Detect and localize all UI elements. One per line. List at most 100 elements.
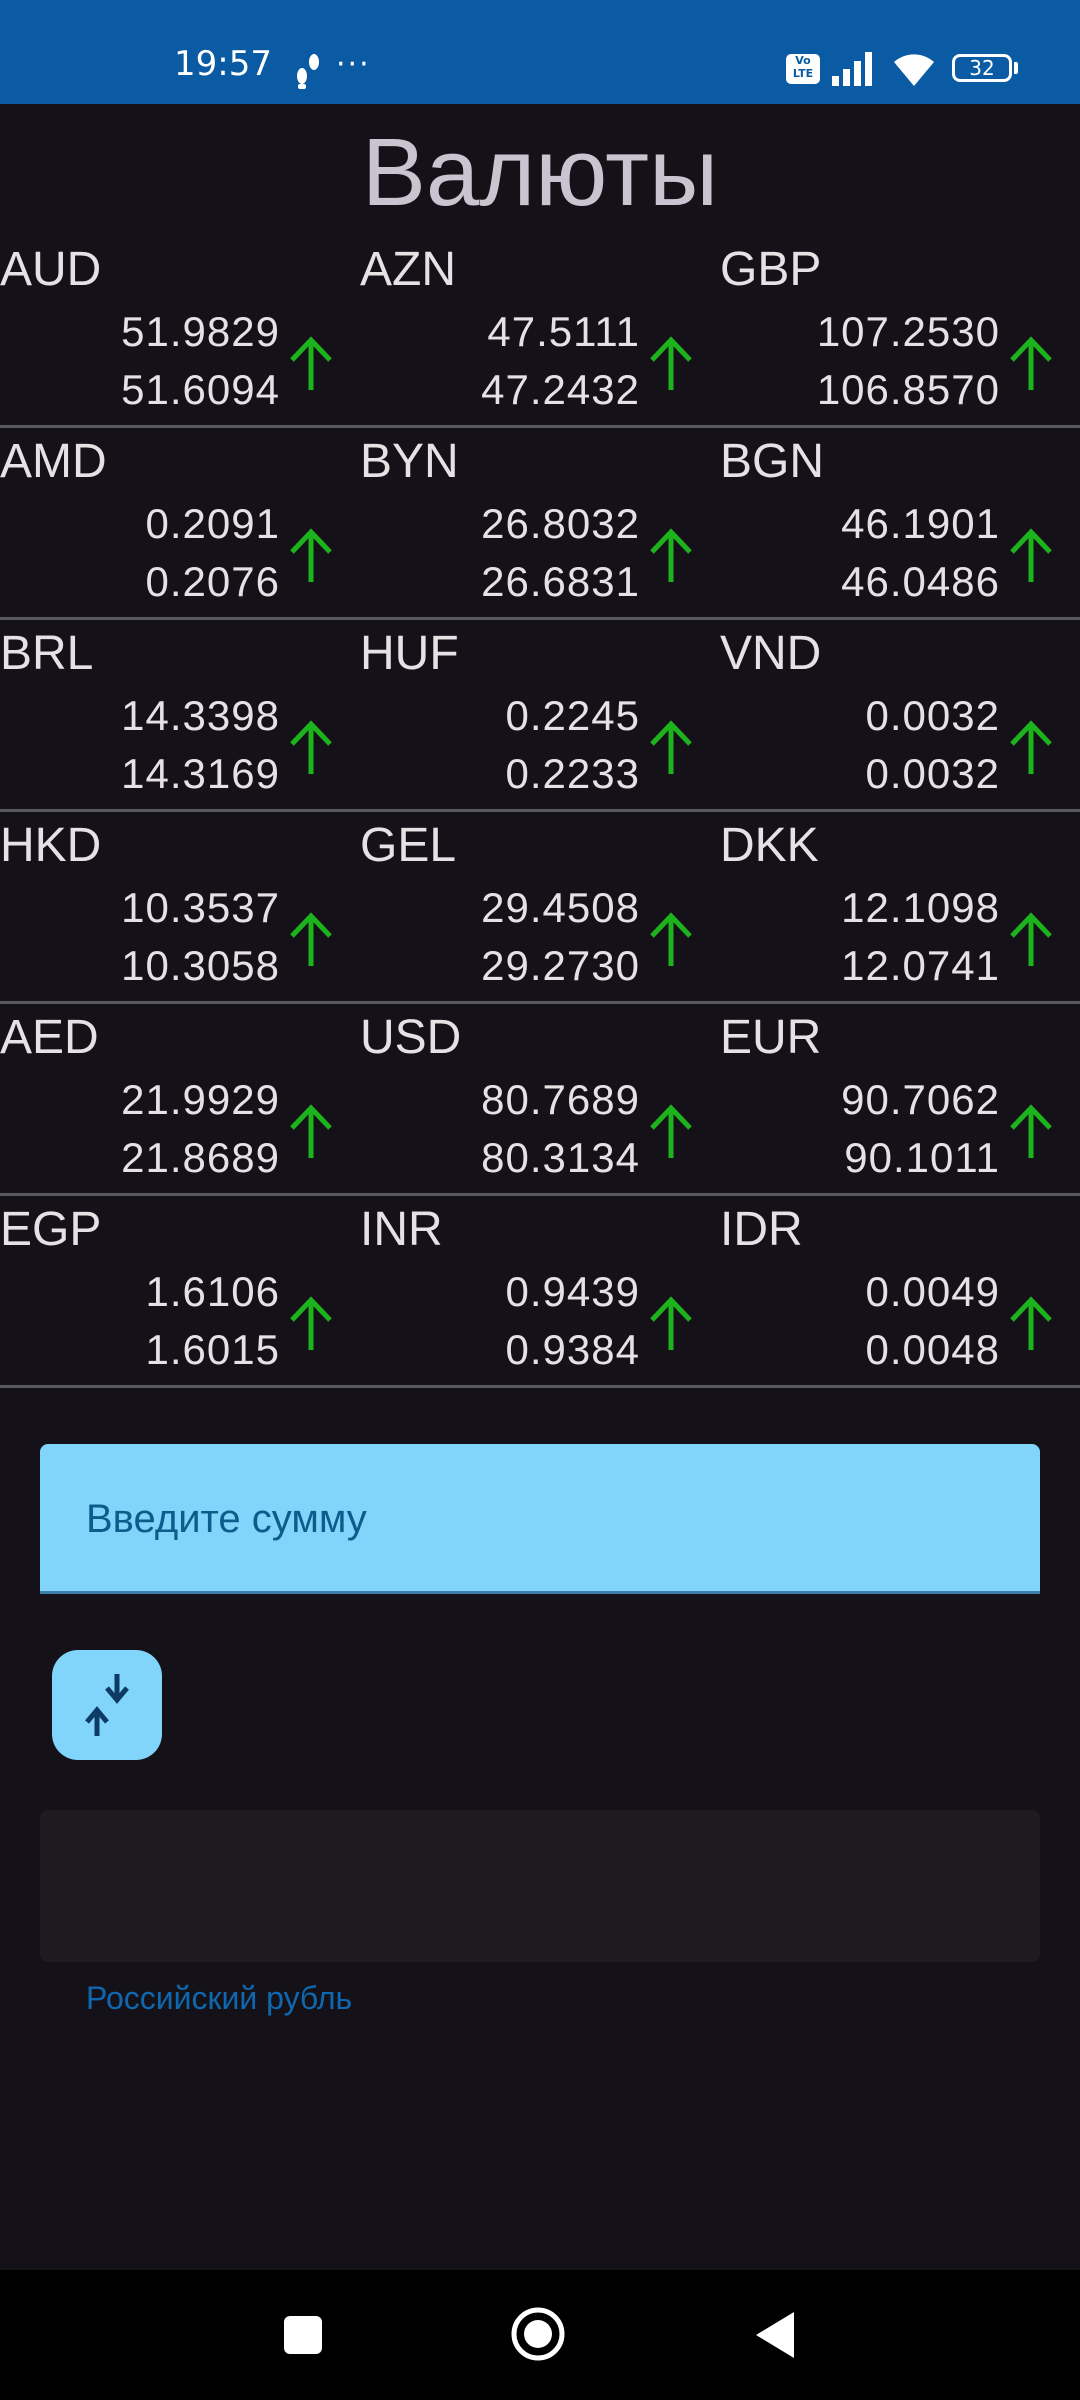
arrow-up-icon [1010,720,1052,774]
rates-grid: AUD 51.9829 51.6094 AZN 47.5111 47.2432 GBP 107… [0,236,1080,1388]
status-bar: 19:57 ··· Vo LTE 32 [0,0,1080,104]
amount-placeholder: Введите сумму [86,1497,367,1541]
sell-rate: 80.3134 [481,1134,640,1181]
currency-code: EGP [0,1203,102,1256]
currency-code: GBP [720,243,822,296]
recents-icon[interactable] [284,2316,322,2354]
sell-rate: 12.0741 [841,942,1000,989]
buy-rate: 0.0032 [865,692,1000,739]
battery-icon: 32 [952,54,1012,82]
rates-row: AED 21.9929 21.8689 USD 80.7689 80.3134 EUR 90.… [0,1004,1080,1196]
sell-rate: 47.2432 [481,366,640,413]
buy-rate: 29.4508 [481,884,640,931]
sell-rate: 29.2730 [481,942,640,989]
rate-cell-aud: AUD 51.9829 51.6094 [0,236,360,426]
page-title: Валюты [361,119,719,226]
currency-label: Российский рубль [86,1980,353,2016]
swap-button[interactable] [52,1650,162,1760]
currency-code: USD [360,1011,462,1064]
rate-cell-brl: BRL 14.3398 14.3169 [0,620,360,810]
sell-rate: 21.8689 [121,1134,280,1181]
buy-rate: 26.8032 [481,500,640,547]
sell-rate: 14.3169 [121,750,280,797]
battery-tip [1014,62,1018,74]
arrow-up-icon [290,528,332,582]
rate-cell-hkd: HKD 10.3537 10.3058 [0,812,360,1002]
buy-rate: 46.1901 [841,500,1000,547]
status-time: 19:57 [174,44,272,84]
sell-rate: 26.6831 [481,558,640,605]
arrow-up-icon [650,528,692,582]
rate-cell-amd: AMD 0.2091 0.2076 [0,428,360,618]
sell-rate: 0.9384 [505,1326,640,1373]
sell-rate: 1.6015 [145,1326,280,1373]
home-icon[interactable] [510,2306,566,2362]
buy-rate: 1.6106 [145,1268,280,1315]
buy-rate: 12.1098 [841,884,1000,931]
buy-rate: 14.3398 [121,692,280,739]
currency-code: EUR [720,1011,822,1064]
currency-code: AZN [360,243,456,296]
rate-cell-bgn: BGN 46.1901 46.0486 [720,428,1080,618]
currency-code: AMD [0,435,107,488]
arrow-up-icon [650,912,692,966]
sell-rate: 0.2076 [145,558,280,605]
currency-code: INR [360,1203,443,1256]
rates-row: BRL 14.3398 14.3169 HUF 0.2245 0.2233 VND 0.003… [0,620,1080,812]
arrow-up-icon [650,1296,692,1350]
arrow-up-icon [290,336,332,390]
rate-cell-dkk: DKK 12.1098 12.0741 [720,812,1080,1002]
arrow-up-icon [1010,336,1052,390]
buy-rate: 10.3537 [121,884,280,931]
amount-field[interactable]: Введите сумму [40,1444,1040,1594]
currency-code: BYN [360,435,459,488]
rates-row: AUD 51.9829 51.6094 AZN 47.5111 47.2432 GBP 107… [0,236,1080,428]
buy-rate: 47.5111 [487,308,640,355]
rate-cell-huf: HUF 0.2245 0.2233 [360,620,720,810]
buy-rate: 0.2245 [505,692,640,739]
sell-rate: 0.0032 [865,750,1000,797]
rates-row: HKD 10.3537 10.3058 GEL 29.4508 29.2730 DKK 12.… [0,812,1080,1004]
rate-cell-gbp: GBP 107.2530 106.8570 [720,236,1080,426]
sell-rate: 10.3058 [121,942,280,989]
currency-code: BRL [0,627,94,680]
buy-rate: 0.9439 [505,1268,640,1315]
arrow-up-icon [1010,912,1052,966]
currency-code: HKD [0,819,102,872]
arrow-up-icon [650,1104,692,1158]
buy-rate: 0.0049 [865,1268,1000,1315]
arrow-up-icon [650,720,692,774]
currency-code: IDR [720,1203,803,1256]
arrow-up-icon [1010,528,1052,582]
rate-cell-gel: GEL 29.4508 29.2730 [360,812,720,1002]
currency-code: BGN [720,435,825,488]
sell-rate: 90.1011 [844,1134,1000,1181]
navigation-bar [0,2270,1080,2400]
more-notifications-icon: ··· [336,47,371,82]
footsteps-icon [297,54,319,89]
buy-rate: 51.9829 [121,308,280,355]
buy-rate: 90.7062 [841,1076,1000,1123]
sell-rate: 0.0048 [865,1326,1000,1373]
result-field[interactable] [40,1810,1040,1962]
rates-row: EGP 1.6106 1.6015 INR 0.9439 0.9384 IDR 0.0049 0… [0,1196,1080,1388]
arrow-up-icon [650,336,692,390]
arrow-up-icon [290,912,332,966]
buy-rate: 80.7689 [481,1076,640,1123]
buy-rate: 21.9929 [121,1076,280,1123]
currency-code: DKK [720,819,819,872]
rate-cell-azn: AZN 47.5111 47.2432 [360,236,720,426]
arrow-up-icon [290,1104,332,1158]
rate-cell-usd: USD 80.7689 80.3134 [360,1004,720,1194]
swap-vertical-icon [85,1674,129,1736]
back-icon[interactable] [752,2310,796,2360]
arrow-up-icon [1010,1296,1052,1350]
sell-rate: 0.2233 [505,750,640,797]
buy-rate: 107.2530 [816,308,1000,355]
rate-cell-inr: INR 0.9439 0.9384 [360,1196,720,1386]
rate-cell-aed: AED 21.9929 21.8689 [0,1004,360,1194]
currency-code: VND [720,627,822,680]
rate-cell-byn: BYN 26.8032 26.6831 [360,428,720,618]
rate-cell-egp: EGP 1.6106 1.6015 [0,1196,360,1386]
arrow-up-icon [290,1296,332,1350]
